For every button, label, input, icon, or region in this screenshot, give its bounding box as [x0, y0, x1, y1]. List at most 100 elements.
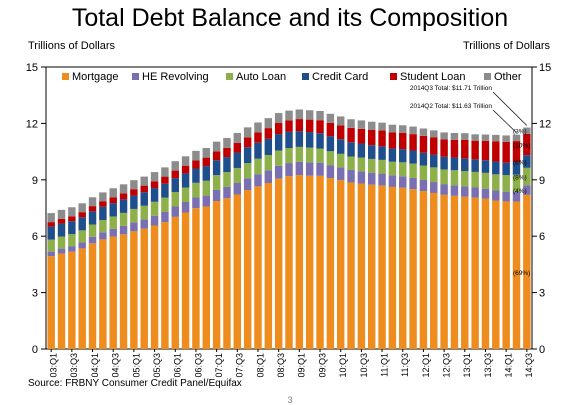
bar-segment-he-revolving [388, 175, 397, 187]
legend-label: Mortgage [72, 71, 118, 83]
bar-segment-other [212, 141, 221, 152]
bar-segment-mortgage [399, 187, 407, 349]
bar-segment-credit-card [68, 221, 76, 235]
bar-segment-credit-card [171, 178, 179, 193]
bar-segment-other [295, 109, 304, 120]
bar-segment-mortgage [212, 201, 221, 349]
bar-segment-other [368, 121, 376, 130]
bar-segment-mortgage [502, 201, 510, 349]
x-tick-label: 06:Q1 [173, 353, 183, 378]
bar-segment-other [119, 184, 128, 194]
bar-segment-other [171, 161, 179, 171]
x-tick-label: 14:Q1 [504, 353, 514, 378]
x-tick-label: 03:Q3 [69, 353, 79, 378]
x-tick-label: 11:Q1 [379, 353, 389, 377]
bar-segment-he-revolving [243, 178, 252, 191]
bar-segment-mortgage [78, 248, 86, 349]
share-label: (10%) [513, 143, 530, 150]
y-tick-label-right: 0 [539, 344, 545, 356]
bar-segment-auto-loan [57, 236, 66, 249]
bar-segment-credit-card [161, 183, 169, 198]
bar-segment-auto-loan [88, 224, 97, 237]
bar-segment-student-loan [295, 119, 304, 132]
bar-segment-mortgage [316, 175, 324, 349]
bar-segment-student-loan [171, 170, 179, 179]
bar-segment-other [192, 150, 200, 161]
legend-label: Credit Card [312, 71, 368, 83]
bar-segment-student-loan [57, 218, 66, 224]
legend-swatch [226, 73, 233, 80]
y-tick-label-right: 9 [539, 175, 545, 187]
y-tick-label-left: 3 [32, 288, 38, 300]
bar-segment-credit-card [295, 131, 304, 147]
bar-segment-other [492, 134, 500, 142]
bar-segment-student-loan [450, 139, 459, 158]
bar-segment-he-revolving [430, 182, 438, 193]
bar-segment-auto-loan [316, 148, 324, 163]
bar-segment-auto-loan [233, 167, 242, 183]
bar-segment-auto-loan [336, 153, 345, 168]
bar-segment-credit-card [388, 148, 397, 162]
x-tick-label: 05:Q3 [152, 353, 162, 378]
x-tick-label: 13:Q3 [483, 353, 493, 378]
bar-segment-auto-loan [264, 154, 273, 171]
bar-segment-mortgage [305, 175, 314, 349]
bar-segment-student-loan [192, 160, 200, 169]
bar-segment-he-revolving [274, 165, 283, 179]
bar-segment-credit-card [285, 131, 293, 149]
bar-segment-credit-card [243, 147, 252, 164]
annotation-leader-2014q3 [492, 91, 528, 126]
bar-segment-student-loan [316, 120, 324, 134]
bar-segment-student-loan [233, 142, 242, 153]
bar-segment-other [440, 132, 448, 140]
bar-segment-other [254, 122, 262, 133]
bar-segment-he-revolving [399, 176, 407, 188]
bar-segment-he-revolving [326, 165, 335, 179]
share-label: (8%) [513, 175, 527, 182]
x-tick-label: 04:Q3 [111, 353, 121, 378]
x-tick-label: 06:Q3 [193, 353, 203, 378]
bar-segment-he-revolving [99, 232, 107, 240]
bar-segment-mortgage [171, 216, 179, 349]
bar-segment-mortgage [440, 194, 448, 349]
bar-segment-mortgage [150, 225, 159, 349]
bar-segment-student-loan [202, 157, 210, 167]
bar-segment-credit-card [316, 133, 324, 149]
bar-segment-auto-loan [502, 175, 510, 192]
bar-segment-auto-loan [430, 167, 438, 183]
bar-segment-credit-card [181, 173, 190, 188]
x-tick-label: 08:Q3 [276, 353, 286, 378]
bar-segment-auto-loan [161, 197, 169, 212]
annotation-leader-2014q2 [492, 109, 517, 133]
bar-segment-he-revolving [192, 197, 200, 209]
bar-segment-credit-card [336, 139, 345, 154]
bar-segment-auto-loan [305, 147, 314, 163]
bar-segment-other [223, 138, 231, 148]
bar-segment-auto-loan [481, 172, 490, 189]
bar-segment-other [264, 118, 273, 129]
bar-segment-credit-card [223, 157, 231, 173]
legend-label: HE Revolving [142, 71, 209, 83]
bar-segment-he-revolving [181, 201, 190, 213]
bar-segment-auto-loan [326, 151, 335, 166]
bar-segment-credit-card [512, 162, 521, 175]
annotation-total-2014q2: 2014Q2 Total: $11.63 Trillion [410, 103, 493, 110]
left-axis-unit: Trillions of Dollars [28, 40, 116, 52]
bar-segment-mortgage [430, 192, 438, 349]
bar-segment-mortgage [202, 206, 210, 349]
bar-segment-other [88, 197, 97, 207]
bar-segment-mortgage [181, 212, 190, 349]
x-tick-label: 12:Q1 [421, 353, 431, 378]
bar-segment-student-loan [274, 123, 283, 135]
bar-segment-student-loan [409, 134, 417, 151]
bar-segment-student-loan [419, 135, 428, 153]
bar-segment-auto-loan [295, 146, 304, 162]
bar-segment-credit-card [347, 142, 355, 157]
x-tick-label: 05:Q1 [131, 353, 141, 378]
bar-segment-credit-card [399, 149, 407, 163]
bar-segment-mortgage [223, 198, 231, 349]
legend-swatch [390, 73, 397, 80]
bar-segment-credit-card [481, 160, 490, 173]
bar-segment-auto-loan [140, 205, 148, 220]
bar-segment-he-revolving [119, 225, 128, 235]
